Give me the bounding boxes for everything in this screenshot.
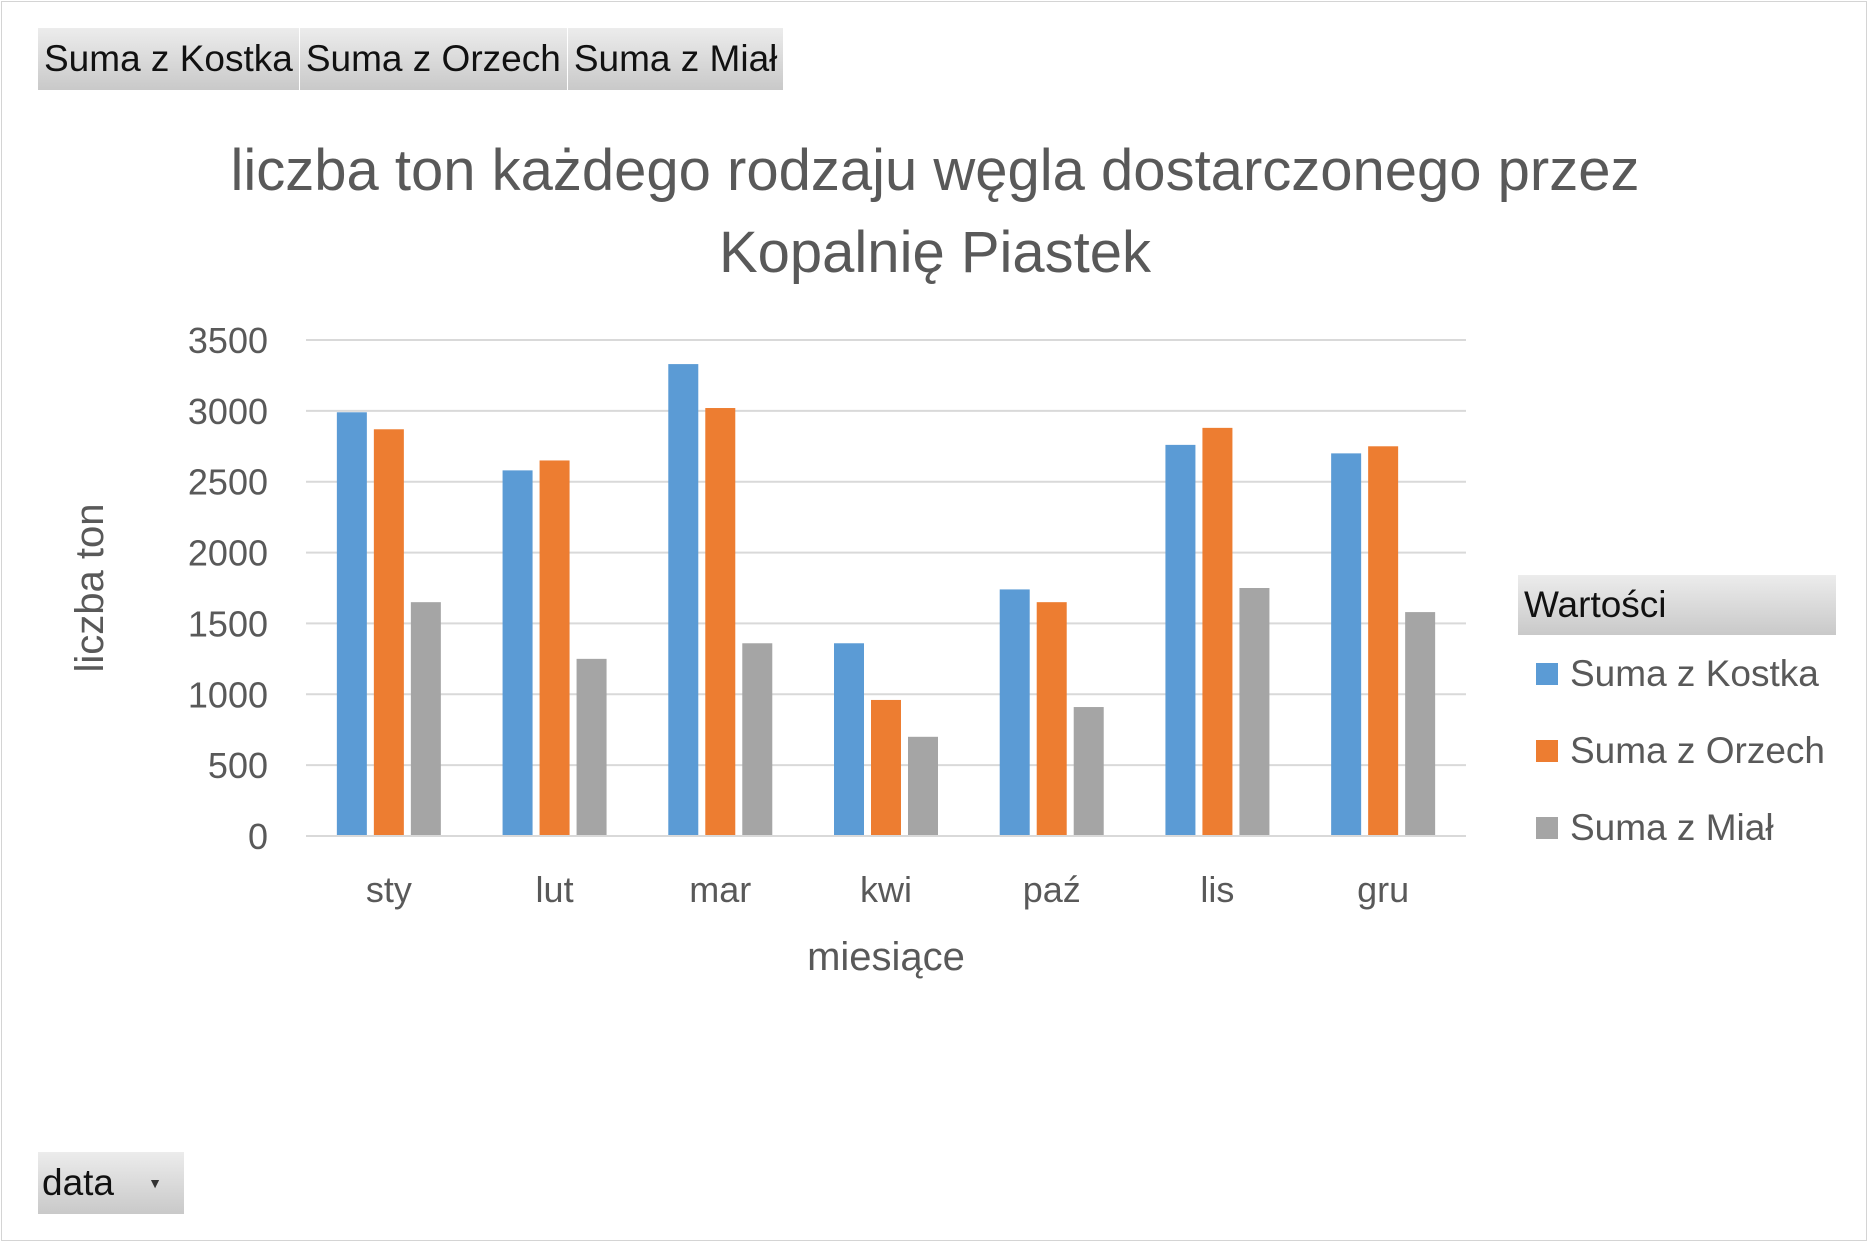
y-tick-label: 0 xyxy=(248,816,268,857)
legend-label: Suma z Kostka xyxy=(1570,652,1819,694)
legend-items: Suma z Kostka Suma z Orzech Suma z Miał xyxy=(1518,635,1836,866)
bar xyxy=(576,658,607,836)
x-tick-label: mar xyxy=(689,869,751,910)
x-tick-label: kwi xyxy=(860,869,912,910)
bar xyxy=(1331,453,1362,836)
date-filter-label: data xyxy=(42,1162,115,1203)
legend-swatch xyxy=(1536,662,1558,685)
x-axis-title: miesiące xyxy=(807,935,965,979)
chart-title-line-2: Kopalnię Piastek xyxy=(718,220,1152,285)
legend: Wartości Suma z Kostka Suma z Orzech Suma … xyxy=(1518,575,1836,866)
x-tick-label: sty xyxy=(366,869,412,910)
bar xyxy=(1405,612,1436,836)
field-button-orzech[interactable]: Suma z Orzech xyxy=(299,28,568,90)
bar xyxy=(705,408,736,836)
y-tick-label: 2500 xyxy=(188,462,268,503)
x-tick-label: lis xyxy=(1200,869,1234,910)
y-tick-label: 3000 xyxy=(188,391,268,432)
bar xyxy=(1239,588,1270,836)
bar xyxy=(999,589,1030,836)
bar xyxy=(373,429,404,836)
y-tick-label: 3500 xyxy=(188,320,268,361)
legend-swatch xyxy=(1536,816,1558,839)
bar xyxy=(1036,602,1067,836)
bar xyxy=(1202,427,1233,836)
bar xyxy=(908,736,938,836)
legend-item: Suma z Kostka xyxy=(1518,635,1836,712)
bar xyxy=(834,643,864,836)
bar xyxy=(1073,707,1104,836)
bar xyxy=(1368,446,1399,836)
chart-title-line-1: liczba ton każdego rodzaju węgla dostarc… xyxy=(230,138,1640,203)
field-button-mial[interactable]: Suma z Miał xyxy=(567,28,785,90)
bar xyxy=(1165,444,1196,836)
dropdown-arrow-icon: ▼ xyxy=(148,1175,162,1191)
chart-title: liczba ton każdego rodzaju węgla dostarc… xyxy=(0,130,1870,294)
legend-swatch xyxy=(1536,739,1558,762)
pivot-value-field-buttons: Suma z Kostka Suma z Orzech Suma z Miał xyxy=(38,28,785,90)
bar xyxy=(539,460,570,836)
y-axis-title: liczba ton xyxy=(68,504,112,673)
x-tick-label: gru xyxy=(1357,869,1409,910)
x-tick-label: lut xyxy=(536,869,574,910)
bar xyxy=(336,412,367,836)
legend-label: Suma z Orzech xyxy=(1570,729,1825,771)
y-tick-label: 1500 xyxy=(188,603,268,644)
legend-header-button[interactable]: Wartości xyxy=(1518,575,1836,635)
y-tick-label: 500 xyxy=(208,745,268,786)
bar xyxy=(410,602,441,836)
x-tick-label: paź xyxy=(1023,869,1081,910)
legend-item: Suma z Orzech xyxy=(1518,712,1836,789)
bar xyxy=(668,364,699,836)
legend-label: Suma z Miał xyxy=(1570,806,1774,848)
bar xyxy=(742,643,773,836)
legend-item: Suma z Miał xyxy=(1518,789,1836,866)
bar xyxy=(502,470,533,836)
field-button-kostka[interactable]: Suma z Kostka xyxy=(38,28,300,90)
bar xyxy=(871,699,901,836)
y-tick-label: 1000 xyxy=(188,674,268,715)
y-tick-label: 2000 xyxy=(188,533,268,574)
date-filter-button[interactable]: data ▼ xyxy=(38,1152,184,1214)
